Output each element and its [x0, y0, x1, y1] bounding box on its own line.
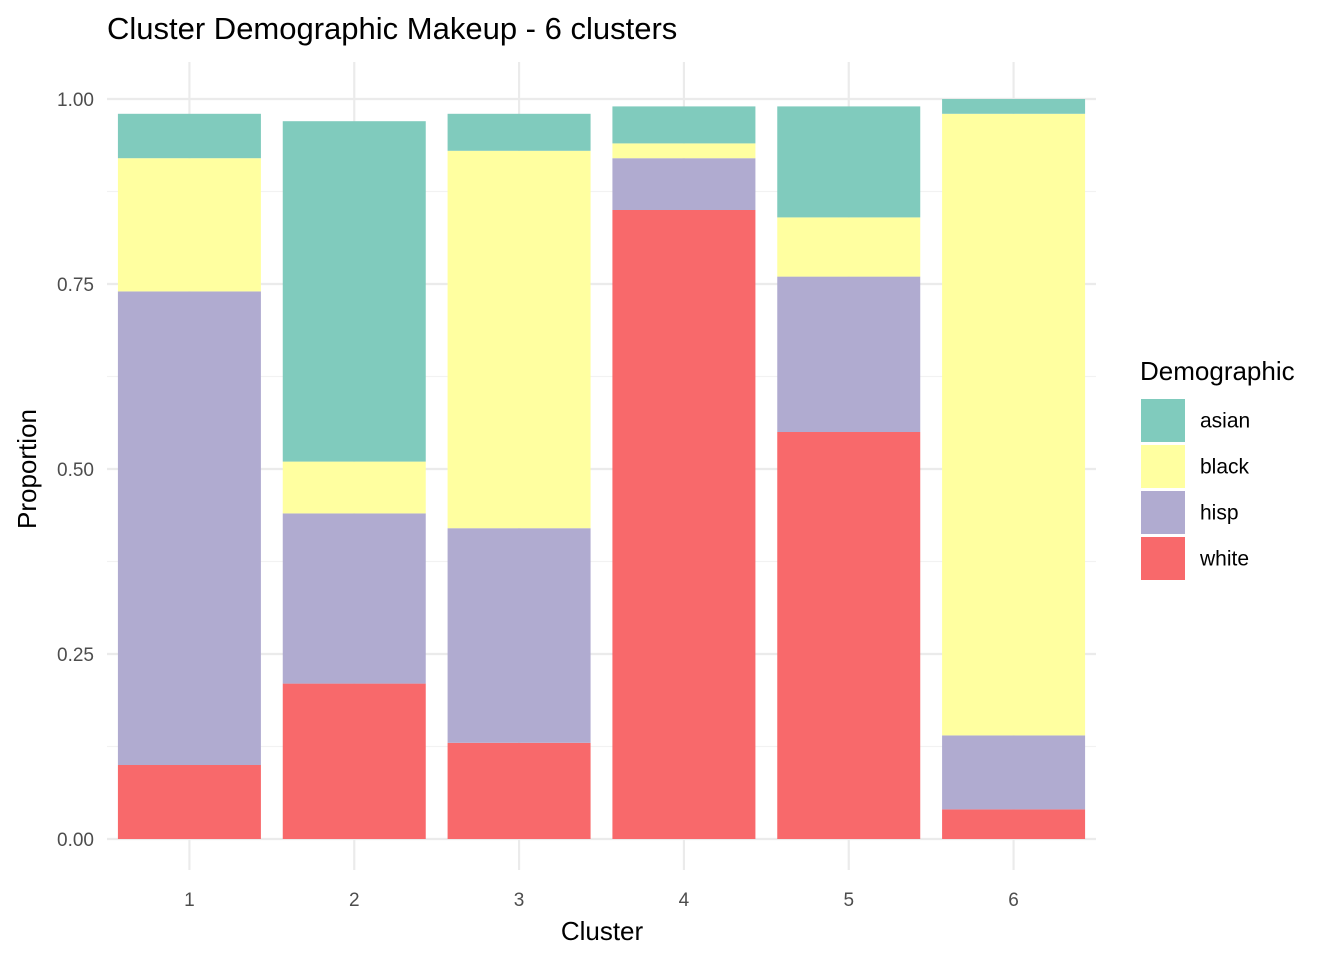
legend-label-hisp: hisp	[1200, 502, 1239, 525]
bars	[117, 99, 1086, 839]
bar-segment-white-cluster-4	[612, 210, 756, 839]
y-tick-label: 1.00	[57, 90, 94, 111]
bar-segment-white-cluster-6	[942, 809, 1086, 839]
legend: Demographic asian black hisp white	[1140, 356, 1295, 580]
bar-segment-hisp-cluster-3	[447, 528, 591, 743]
bar-segment-asian-cluster-4	[612, 106, 756, 144]
x-tick-label: 4	[679, 890, 690, 911]
bar-segment-hisp-cluster-5	[777, 276, 921, 432]
legend-label-black: black	[1200, 456, 1250, 479]
y-tick-label: 0.00	[57, 830, 94, 851]
bar-segment-asian-cluster-3	[447, 113, 591, 151]
bar-segment-white-cluster-3	[447, 742, 591, 839]
bar-segment-hisp-cluster-2	[282, 513, 426, 684]
bar-segment-hisp-cluster-1	[117, 291, 261, 765]
bar-segment-black-cluster-1	[117, 158, 261, 292]
y-axis: 0.00 0.25 0.50 0.75 1.00	[57, 90, 94, 851]
legend-title: Demographic	[1140, 356, 1295, 386]
bar-segment-black-cluster-5	[777, 217, 921, 277]
bar-segment-black-cluster-2	[282, 461, 426, 514]
chart-title: Cluster Demographic Makeup - 6 clusters	[107, 11, 677, 46]
x-tick-label: 6	[1008, 890, 1019, 911]
bar-segment-black-cluster-4	[612, 143, 756, 159]
legend-key-hisp	[1141, 491, 1185, 534]
legend-label-white: white	[1199, 548, 1249, 571]
bar-segment-white-cluster-5	[777, 432, 921, 839]
x-axis: 1 2 3 4 5 6	[184, 890, 1019, 911]
bar-segment-asian-cluster-1	[117, 113, 261, 159]
y-tick-label: 0.25	[57, 645, 94, 666]
legend-key-black	[1141, 445, 1185, 488]
bar-segment-hisp-cluster-6	[942, 735, 1086, 810]
x-tick-label: 3	[514, 890, 525, 911]
bar-segment-hisp-cluster-4	[612, 158, 756, 210]
y-tick-label: 0.50	[57, 460, 94, 481]
x-tick-label: 2	[349, 890, 360, 911]
bar-segment-asian-cluster-2	[282, 121, 426, 462]
bar-segment-black-cluster-3	[447, 150, 591, 529]
bar-segment-asian-cluster-6	[942, 99, 1086, 114]
legend-label-asian: asian	[1200, 410, 1250, 433]
bar-segment-asian-cluster-5	[777, 106, 921, 218]
x-tick-label: 5	[843, 890, 854, 911]
bar-segment-white-cluster-2	[282, 683, 426, 839]
y-tick-label: 0.75	[57, 275, 94, 296]
x-tick-label: 1	[184, 890, 195, 911]
x-axis-title: Cluster	[561, 916, 644, 946]
legend-key-asian	[1141, 399, 1185, 442]
bar-segment-black-cluster-6	[942, 113, 1086, 736]
y-axis-title: Proportion	[12, 409, 42, 529]
legend-key-white	[1141, 537, 1185, 580]
bar-segment-white-cluster-1	[117, 765, 261, 839]
